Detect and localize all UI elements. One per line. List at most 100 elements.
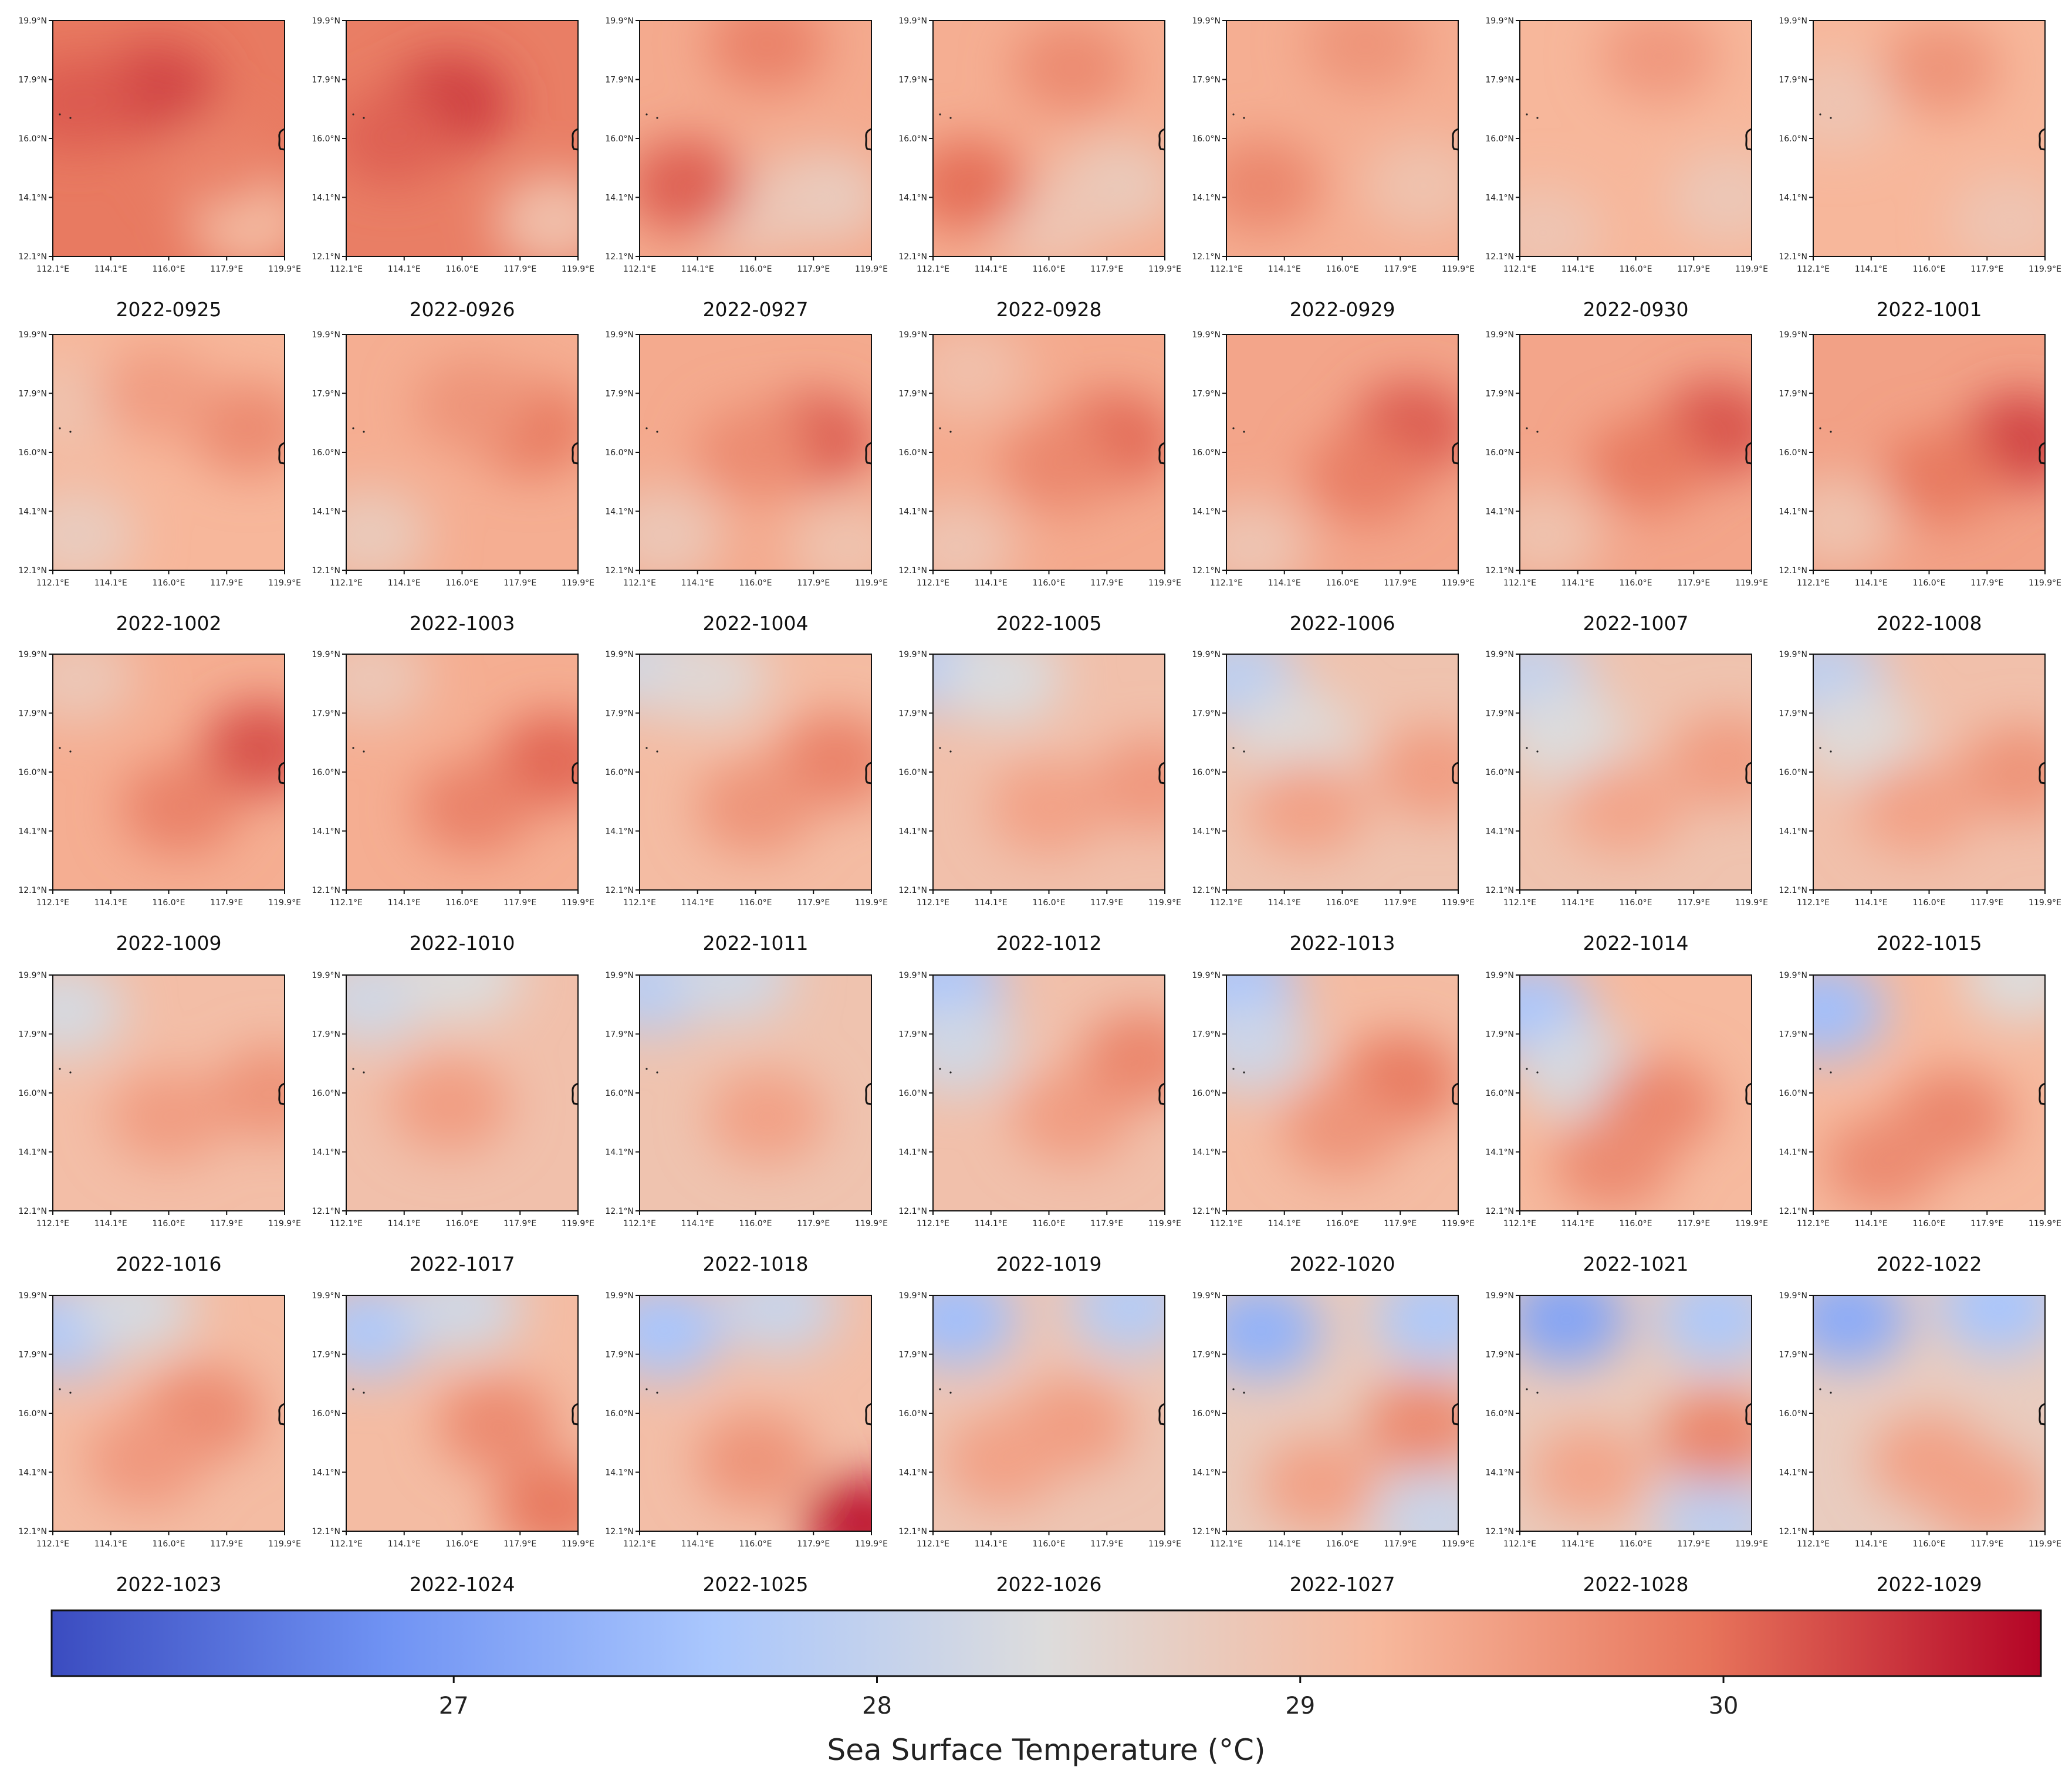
y-tick-label: 17.9°N [605, 1350, 634, 1360]
sst-field [1520, 975, 1752, 1211]
island-marker [1232, 113, 1235, 116]
y-tick-label: 16.0°N [18, 134, 47, 144]
island-marker [1243, 431, 1245, 433]
panel-date-label: 2022-0927 [703, 298, 809, 321]
y-tick-label: 12.1°N [1192, 566, 1221, 576]
map-panel: 19.9°N 17.9°N 16.0°N 14.1°N 12.1°N 112.1°E 114… [312, 650, 594, 954]
y-tick-label: 19.9°N [1779, 16, 1807, 26]
sst-blob [85, 1413, 206, 1508]
coastline [572, 1082, 579, 1105]
map-panel: 19.9°N 17.9°N 16.0°N 14.1°N 12.1°N 112.1°E 114… [1485, 16, 1768, 321]
sst-blob [1374, 725, 1458, 820]
x-tick-label: 112.1°E [1797, 265, 1830, 274]
sst-anomalies [346, 654, 578, 855]
sst-blob [933, 998, 1017, 1093]
y-tick-label: 12.1°N [1485, 886, 1514, 895]
x-tick-label: 114.1°E [94, 578, 127, 588]
sst-blob [1374, 1472, 1458, 1531]
y-tick-label: 14.1°N [898, 827, 927, 837]
sst-blob [695, 405, 816, 500]
sst-blob [1880, 428, 2001, 523]
map-panel: 19.9°N 17.9°N 16.0°N 14.1°N 12.1°N 112.1°E 114… [605, 330, 888, 635]
island-marker [656, 1071, 658, 1074]
x-tick-label: 119.9°E [1148, 578, 1181, 588]
sst-field [346, 334, 578, 570]
coastline [278, 1082, 285, 1105]
coastline [865, 1082, 872, 1105]
x-tick-label: 114.1°E [94, 1539, 127, 1549]
x-tick-label: 119.9°E [2029, 1539, 2061, 1549]
sst-blob [1668, 150, 1752, 245]
x-tick-label: 117.9°E [1090, 265, 1123, 274]
x-tick-label: 114.1°E [388, 578, 421, 588]
x-tick-label: 116.0°E [1033, 265, 1066, 274]
coastline [278, 1403, 285, 1426]
sst-blob [1950, 174, 2045, 256]
sst-blob [1081, 1010, 1165, 1105]
island-marker [363, 1071, 365, 1074]
y-tick-label: 16.0°N [605, 448, 634, 458]
sst-field [640, 334, 871, 570]
y-tick-label: 12.1°N [18, 1527, 47, 1536]
y-tick-label: 16.0°N [1779, 1089, 1807, 1098]
y-tick-label: 19.9°N [1192, 650, 1221, 659]
map-panel: 19.9°N 17.9°N 16.0°N 14.1°N 12.1°N 112.1°E 114… [1192, 650, 1475, 954]
x-tick-label: 116.0°E [1326, 578, 1359, 588]
y-tick-label: 19.9°N [18, 1291, 47, 1301]
y-tick-label: 12.1°N [18, 252, 47, 262]
x-tick-label: 117.9°E [1384, 1219, 1417, 1228]
y-tick-label: 14.1°N [605, 194, 634, 203]
x-tick-label: 119.9°E [1735, 265, 1768, 274]
y-tick-label: 19.9°N [1779, 971, 1807, 980]
island-marker [939, 427, 941, 429]
coastline [2039, 1082, 2046, 1105]
island-marker [69, 1392, 72, 1394]
x-tick-label: 116.0°E [1033, 578, 1066, 588]
island-marker [1232, 427, 1235, 429]
map-panel: 19.9°N 17.9°N 16.0°N 14.1°N 12.1°N 112.1°E 114… [18, 16, 301, 321]
x-tick-label: 117.9°E [1384, 1539, 1417, 1549]
panel-date-label: 2022-1020 [1290, 1253, 1395, 1275]
sst-blob [1226, 499, 1310, 570]
map-panel: 19.9°N 17.9°N 16.0°N 14.1°N 12.1°N 112.1°E 114… [1485, 971, 1768, 1275]
x-tick-label: 116.0°E [446, 578, 479, 588]
y-tick-label: 17.9°N [312, 390, 340, 399]
sst-blob [1305, 428, 1426, 523]
y-tick-label: 17.9°N [605, 1030, 634, 1040]
y-tick-label: 17.9°N [1779, 1030, 1807, 1040]
sst-blob [1668, 713, 1752, 808]
coastline [2039, 128, 2046, 151]
y-tick-label: 17.9°N [312, 76, 340, 85]
island-marker [949, 750, 952, 753]
y-tick-label: 12.1°N [898, 252, 927, 262]
coastline [1158, 761, 1165, 784]
panel-date-label: 2022-1019 [996, 1253, 1102, 1275]
x-tick-label: 114.1°E [1855, 265, 1888, 274]
x-tick-label: 114.1°E [1855, 1539, 1888, 1549]
x-tick-label: 117.9°E [1970, 578, 2003, 588]
sst-field [346, 975, 578, 1211]
y-tick-label: 16.0°N [312, 768, 340, 777]
y-tick-label: 17.9°N [312, 1350, 340, 1360]
x-tick-label: 112.1°E [917, 1539, 949, 1549]
x-tick-label: 112.1°E [1503, 265, 1536, 274]
y-tick-label: 19.9°N [1485, 650, 1514, 659]
y-tick-label: 19.9°N [312, 1291, 340, 1301]
island-marker [1243, 750, 1245, 753]
y-tick-label: 14.1°N [898, 1468, 927, 1478]
y-tick-label: 12.1°N [18, 886, 47, 895]
y-tick-label: 12.1°N [1192, 1527, 1221, 1536]
y-tick-label: 19.9°N [1192, 16, 1221, 26]
colorbar-tick-label: 29 [1285, 1693, 1315, 1720]
island-marker [1830, 750, 1832, 753]
x-tick-label: 117.9°E [210, 265, 243, 274]
sst-blob [1552, 1116, 1673, 1211]
coastline [1745, 761, 1752, 784]
x-tick-label: 117.9°E [503, 578, 536, 588]
sst-field [1520, 1295, 1752, 1531]
map-panel: 19.9°N 17.9°N 16.0°N 14.1°N 12.1°N 112.1°E 114… [312, 1291, 594, 1596]
sst-blob [346, 91, 453, 186]
y-tick-label: 17.9°N [1485, 76, 1514, 85]
sst-blob [73, 1295, 194, 1355]
x-tick-label: 114.1°E [94, 1219, 127, 1228]
